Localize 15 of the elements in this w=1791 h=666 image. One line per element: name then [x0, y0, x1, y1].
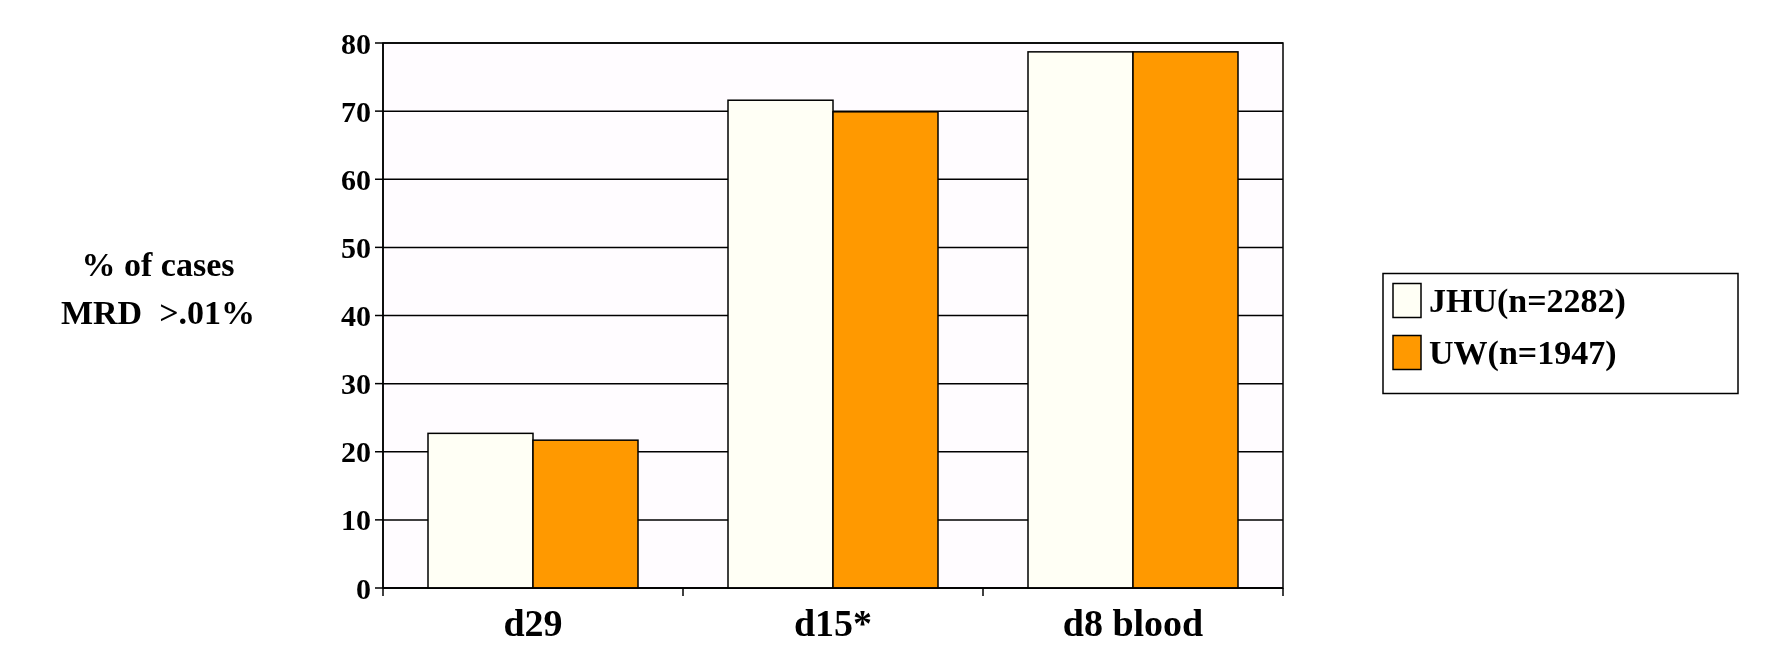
y-tick-label: 40 [341, 299, 371, 332]
y-tick-label: 50 [341, 230, 371, 264]
x-tick-label: d8 blood [1062, 602, 1204, 644]
y-tick-label: 10 [341, 503, 371, 537]
y-tick-label: 0 [356, 571, 371, 605]
y-tick-label: 70 [341, 94, 371, 128]
y-tick-label: 80 [341, 26, 371, 60]
x-tick-label: d15* [793, 602, 873, 644]
y-tick-label: 60 [341, 162, 371, 196]
legend-label: JHU(n=2282) [1429, 282, 1626, 321]
y-tick-label: 30 [341, 367, 371, 401]
legend-label: UW(n=1947) [1429, 334, 1617, 373]
x-tick-label: d29 [503, 602, 563, 644]
y-axis-title: % of cases MRD >.01% [60, 245, 256, 331]
y-tick-label: 20 [341, 435, 371, 469]
